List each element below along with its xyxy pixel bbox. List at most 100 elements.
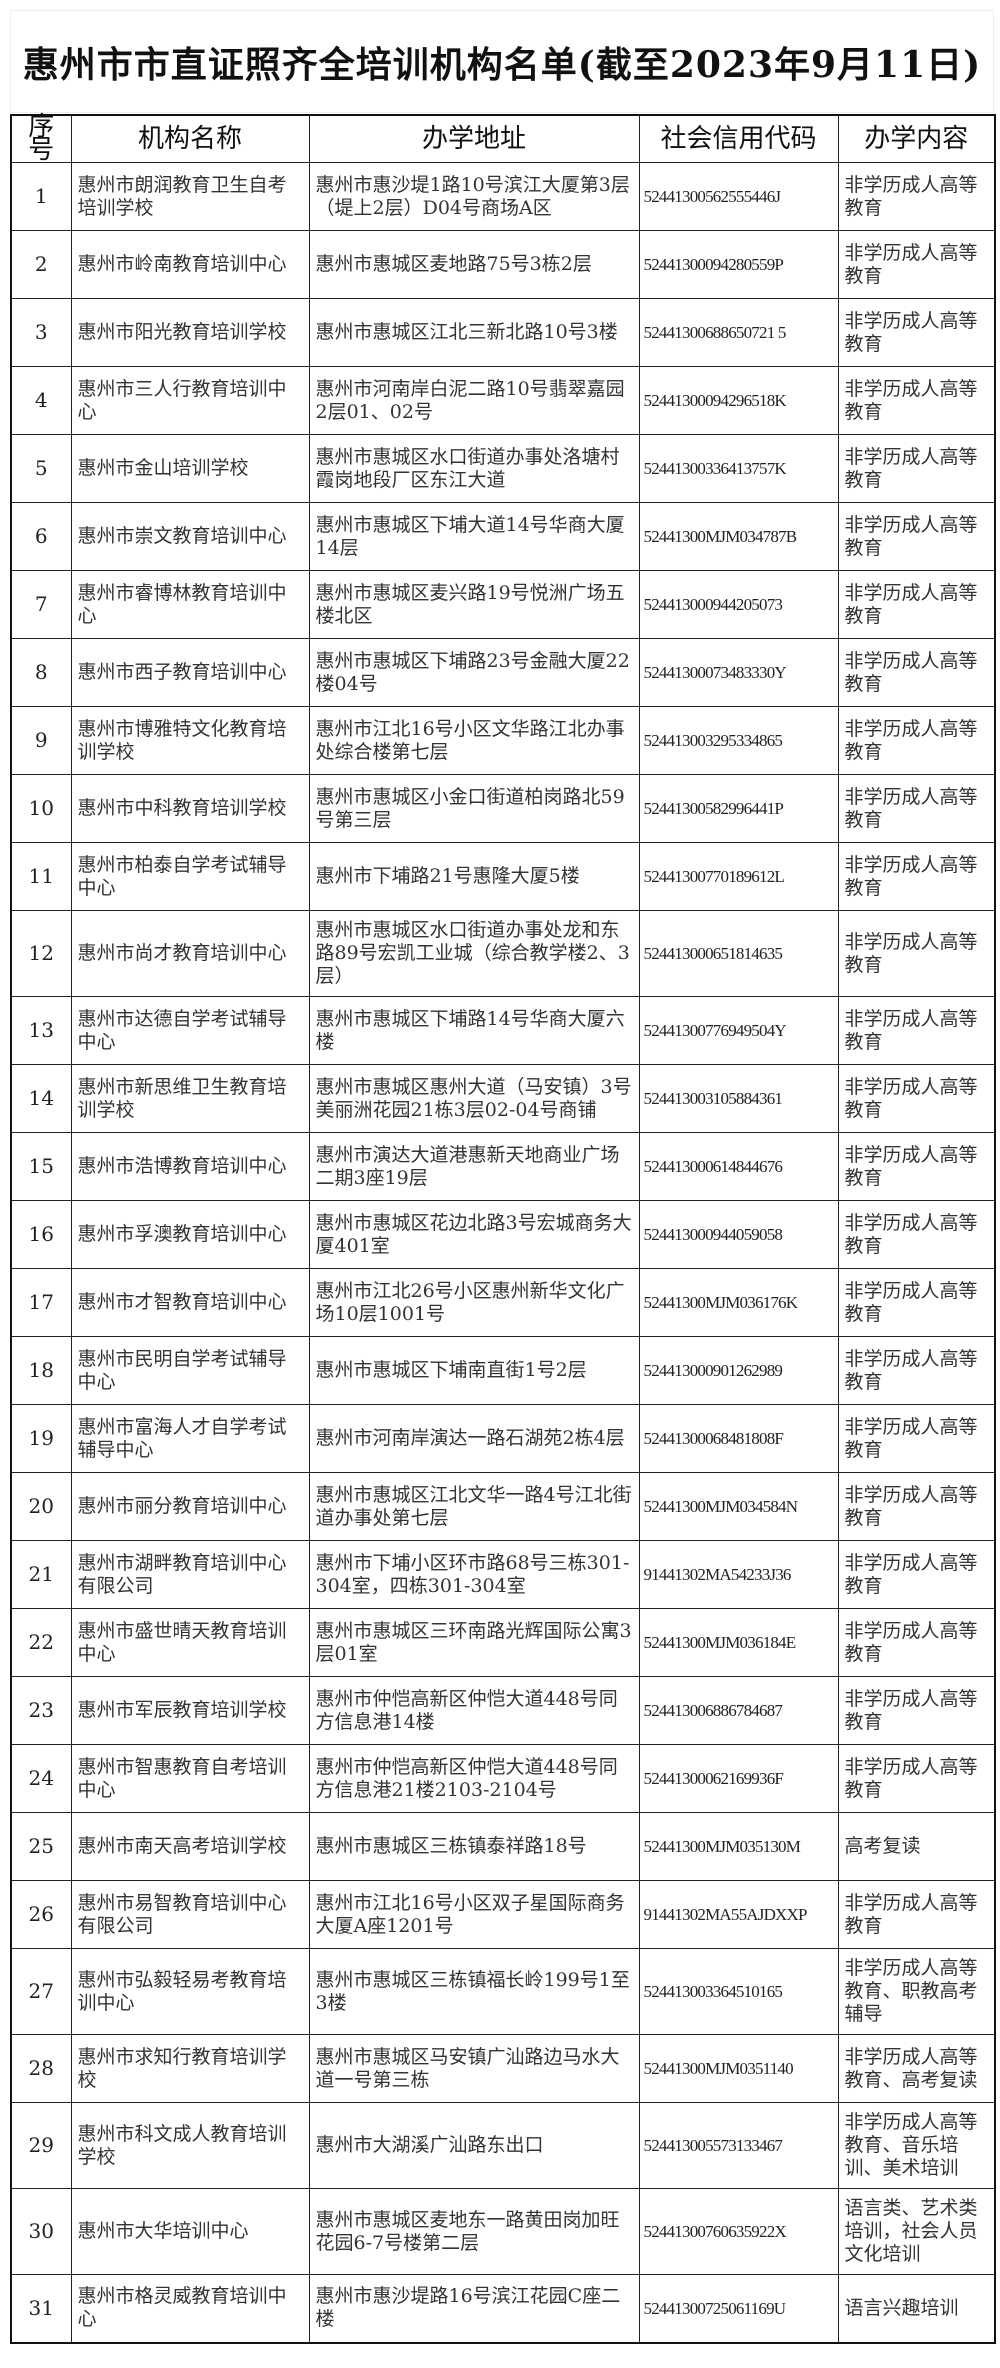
seq-cell: 5 xyxy=(10,434,72,503)
seq-cell: 25 xyxy=(10,1812,72,1881)
content-cell: 非学历成人高等教育 xyxy=(837,502,996,571)
credit-code-cell: 52441300725061169U xyxy=(638,2274,839,2343)
institution-name-cell: 惠州市弘毅轻易考教育培训中心 xyxy=(70,1948,310,2035)
institution-name-cell: 惠州市尚才教育培训中心 xyxy=(70,910,310,997)
address-cell: 惠州市仲恺高新区仲恺大道448号同方信息港14楼 xyxy=(308,1676,640,1745)
address-cell: 惠州市惠城区马安镇广汕路边马水大道一号第三栋 xyxy=(308,2034,640,2103)
table-row: 15 惠州市浩博教育培训中心 惠州市演达大道港惠新天地商业广场二期3座19层 5244… xyxy=(10,1132,996,1201)
credit-code-cell: 524413000944205073 xyxy=(638,570,839,639)
content-cell: 非学历成人高等教育 xyxy=(837,1880,996,1949)
institution-name-cell: 惠州市湖畔教育培训中心有限公司 xyxy=(70,1540,310,1609)
institution-name-cell: 惠州市新思维卫生教育培训学校 xyxy=(70,1064,310,1133)
table-row: 12 惠州市尚才教育培训中心 惠州市惠城区水口街道办事处龙和东路89号宏凯工业城（综… xyxy=(10,910,996,997)
header-seq: 序号 xyxy=(10,114,72,163)
content-cell: 非学历成人高等教育 xyxy=(837,570,996,639)
address-cell: 惠州市惠城区下埔路23号金融大厦22楼04号 xyxy=(308,638,640,707)
institution-name-cell: 惠州市易智教育培训中心有限公司 xyxy=(70,1880,310,1949)
institution-name-cell: 惠州市大华培训中心 xyxy=(70,2188,310,2275)
credit-code-cell: 524413003105884361 xyxy=(638,1064,839,1133)
credit-code-cell: 52441300094296518K xyxy=(638,366,839,435)
credit-code-cell: 52441300336413757K xyxy=(638,434,839,503)
table-row: 2 惠州市岭南教育培训中心 惠州市惠城区麦地路75号3栋2层 524413000942… xyxy=(10,230,996,299)
institution-name-cell: 惠州市中科教育培训学校 xyxy=(70,774,310,843)
address-cell: 惠州市惠城区麦地东一路黄田岗加旺花园6-7号楼第二层 xyxy=(308,2188,640,2275)
table-row: 19 惠州市富海人才自学考试辅导中心 惠州市河南岸演达一路石湖苑2栋4层 524413… xyxy=(10,1404,996,1473)
header-content: 办学内容 xyxy=(837,114,996,163)
address-cell: 惠州市江北16号小区双子星国际商务大厦A座1201号 xyxy=(308,1880,640,1949)
content-cell: 非学历成人高等教育 xyxy=(837,298,996,367)
seq-cell: 3 xyxy=(10,298,72,367)
seq-cell: 8 xyxy=(10,638,72,707)
address-cell: 惠州市河南岸演达一路石湖苑2栋4层 xyxy=(308,1404,640,1473)
content-cell: 非学历成人高等教育 xyxy=(837,996,996,1065)
table-row: 25 惠州市南天高考培训学校 惠州市惠城区三栋镇泰祥路18号 52441300MJM0… xyxy=(10,1812,996,1881)
address-cell: 惠州市大湖溪广汕路东出口 xyxy=(308,2102,640,2189)
institution-name-cell: 惠州市孚澳教育培训中心 xyxy=(70,1200,310,1269)
institution-name-cell: 惠州市浩博教育培训中心 xyxy=(70,1132,310,1201)
address-cell: 惠州市惠城区三环南路光辉国际公寓3层01室 xyxy=(308,1608,640,1677)
institution-name-cell: 惠州市才智教育培训中心 xyxy=(70,1268,310,1337)
table-row: 3 惠州市阳光教育培训学校 惠州市惠城区江北三新北路10号3楼 52441300688… xyxy=(10,298,996,367)
header-address: 办学地址 xyxy=(308,114,640,163)
content-cell: 高考复读 xyxy=(837,1812,996,1881)
page-title: 惠州市市直证照齐全培训机构名单(截至2023年9月11日) xyxy=(22,43,982,86)
content-cell: 非学历成人高等教育 xyxy=(837,1132,996,1201)
table-row: 24 惠州市智惠教育自考培训中心 惠州市仲恺高新区仲恺大道448号同方信息港21楼2… xyxy=(10,1744,996,1813)
institution-name-cell: 惠州市柏泰自学考试辅导中心 xyxy=(70,842,310,911)
institution-name-cell: 惠州市军辰教育培训学校 xyxy=(70,1676,310,1745)
content-cell: 非学历成人高等教育 xyxy=(837,1064,996,1133)
content-cell: 非学历成人高等教育、高考复读 xyxy=(837,2034,996,2103)
address-cell: 惠州市惠城区麦兴路19号悦洲广场五楼北区 xyxy=(308,570,640,639)
table-row: 14 惠州市新思维卫生教育培训学校 惠州市惠城区惠州大道（马安镇）3号美丽洲花园21… xyxy=(10,1064,996,1133)
table-row: 13 惠州市达德自学考试辅导中心 惠州市惠城区下埔路14号华商大厦六楼 5244130… xyxy=(10,996,996,1065)
seq-cell: 12 xyxy=(10,910,72,997)
seq-cell: 31 xyxy=(10,2274,72,2343)
seq-cell: 21 xyxy=(10,1540,72,1609)
credit-code-cell: 524413006886784687 xyxy=(638,1676,839,1745)
seq-cell: 16 xyxy=(10,1200,72,1269)
address-cell: 惠州市惠城区花边北路3号宏城商务大厦401室 xyxy=(308,1200,640,1269)
seq-cell: 4 xyxy=(10,366,72,435)
table-row: 21 惠州市湖畔教育培训中心有限公司 惠州市下埔小区环市路68号三栋301-304室… xyxy=(10,1540,996,1609)
institution-name-cell: 惠州市丽分教育培训中心 xyxy=(70,1472,310,1541)
credit-code-cell: 91441302MA55AJDXXP xyxy=(638,1880,839,1949)
content-cell: 非学历成人高等教育 xyxy=(837,910,996,997)
table-row: 8 惠州市西子教育培训中心 惠州市惠城区下埔路23号金融大厦22楼04号 524413… xyxy=(10,638,996,707)
content-cell: 非学历成人高等教育 xyxy=(837,366,996,435)
table-row: 16 惠州市孚澳教育培训中心 惠州市惠城区花边北路3号宏城商务大厦401室 52441… xyxy=(10,1200,996,1269)
table-row: 28 惠州市求知行教育培训学校 惠州市惠城区马安镇广汕路边马水大道一号第三栋 5244… xyxy=(10,2034,996,2103)
credit-code-cell: 524413003364510165 xyxy=(638,1948,839,2035)
title-box: 惠州市市直证照齐全培训机构名单(截至2023年9月11日) xyxy=(10,10,994,113)
credit-code-cell: 52441300MJM036176K xyxy=(638,1268,839,1337)
address-cell: 惠州市惠沙堤路16号滨江花园C座二楼 xyxy=(308,2274,640,2343)
content-cell: 非学历成人高等教育 xyxy=(837,1336,996,1405)
credit-code-cell: 52441300MJM034584N xyxy=(638,1472,839,1541)
address-cell: 惠州市江北26号小区惠州新华文化广场10层1001号 xyxy=(308,1268,640,1337)
seq-cell: 14 xyxy=(10,1064,72,1133)
table-row: 11 惠州市柏泰自学考试辅导中心 惠州市下埔路21号惠隆大厦5楼 5244130077… xyxy=(10,842,996,911)
credit-code-cell: 52441300770189612L xyxy=(638,842,839,911)
header-credit-code: 社会信用代码 xyxy=(638,114,839,163)
credit-code-cell: 52441300MJM0351140 xyxy=(638,2034,839,2103)
address-cell: 惠州市惠城区江北文华一路4号江北街道办事处第七层 xyxy=(308,1472,640,1541)
content-cell: 非学历成人高等教育 xyxy=(837,1404,996,1473)
credit-code-cell: 52441300073483330Y xyxy=(638,638,839,707)
credit-code-cell: 52441300MJM034787B xyxy=(638,502,839,571)
credit-code-cell: 52441300582996441P xyxy=(638,774,839,843)
table-header-row: 序号 机构名称 办学地址 社会信用代码 办学内容 xyxy=(10,114,996,163)
institution-name-cell: 惠州市富海人才自学考试辅导中心 xyxy=(70,1404,310,1473)
institution-name-cell: 惠州市博雅特文化教育培训学校 xyxy=(70,706,310,775)
table-row: 23 惠州市军辰教育培训学校 惠州市仲恺高新区仲恺大道448号同方信息港14楼 524… xyxy=(10,1676,996,1745)
credit-code-cell: 524413000651814635 xyxy=(638,910,839,997)
seq-cell: 20 xyxy=(10,1472,72,1541)
seq-cell: 19 xyxy=(10,1404,72,1473)
content-cell: 非学历成人高等教育 xyxy=(837,1472,996,1541)
institution-name-cell: 惠州市智惠教育自考培训中心 xyxy=(70,1744,310,1813)
institution-name-cell: 惠州市西子教育培训中心 xyxy=(70,638,310,707)
address-cell: 惠州市惠城区麦地路75号3栋2层 xyxy=(308,230,640,299)
credit-code-cell: 52441300094280559P xyxy=(638,230,839,299)
seq-cell: 17 xyxy=(10,1268,72,1337)
credit-code-cell: 52441300760635922X xyxy=(638,2188,839,2275)
address-cell: 惠州市惠城区下埔南直街1号2层 xyxy=(308,1336,640,1405)
institution-name-cell: 惠州市科文成人教育培训学校 xyxy=(70,2102,310,2189)
